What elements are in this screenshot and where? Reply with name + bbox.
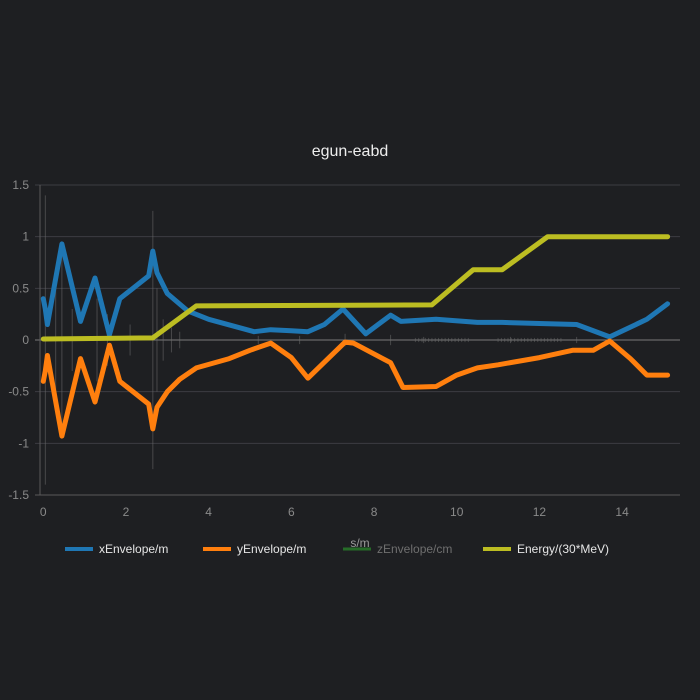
x-tick-label: 10: [450, 505, 464, 519]
legend-label: zEnvelope/cm: [377, 542, 452, 556]
legend-label: yEnvelope/m: [237, 542, 306, 556]
y-tick-label: 0: [22, 333, 29, 347]
y-tick-label: 1: [22, 230, 29, 244]
y-tick-label: 0.5: [12, 281, 29, 295]
y-tick-label: -1: [18, 436, 29, 450]
legend-label: xEnvelope/m: [99, 542, 168, 556]
x-tick-label: 14: [615, 505, 629, 519]
axes: [35, 185, 680, 496]
x-tick-label: 8: [371, 505, 378, 519]
x-tick-label: 12: [533, 505, 547, 519]
y-tick-label: -0.5: [8, 385, 29, 399]
x-tick-label: 0: [40, 505, 47, 519]
tick-labels: -1.5 -1 -0.5 0 0.5 1 1.5 0 2 4 6 8 10 12 14: [8, 178, 629, 519]
y-tick-label: 1.5: [12, 178, 29, 192]
legend: xEnvelope/m yEnvelope/m zEnvelope/cm Energy…: [65, 542, 609, 556]
x-tick-label: 2: [123, 505, 130, 519]
x-tick-label: 4: [205, 505, 212, 519]
series-lines: [40, 234, 671, 439]
x-axis-label: s/m: [350, 536, 369, 550]
series-line: [40, 241, 671, 340]
series-line: [40, 234, 671, 342]
x-tick-label: 6: [288, 505, 295, 519]
chart-title: egun-eabd: [312, 143, 389, 160]
legend-label: Energy/(30*MeV): [517, 542, 609, 556]
series-line: [40, 338, 671, 439]
y-tick-label: -1.5: [8, 488, 29, 502]
